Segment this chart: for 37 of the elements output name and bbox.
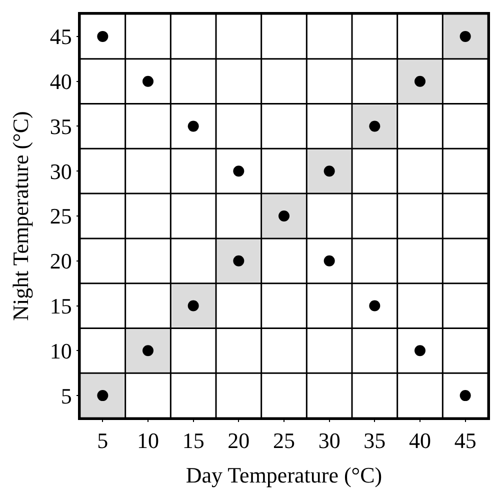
- x-tick-label: 35: [364, 428, 386, 454]
- point: [414, 345, 426, 356]
- x-axis-title: Day Temperature (°C): [186, 462, 382, 488]
- point: [369, 300, 380, 312]
- x-tick-label: 30: [318, 428, 340, 454]
- x-tick-label: 15: [182, 428, 204, 454]
- point: [172, 284, 215, 328]
- y-tick-label: 10: [50, 338, 72, 364]
- y-tick-label: 35: [50, 114, 72, 139]
- point: [233, 166, 244, 177]
- y-tick-label: 5: [60, 383, 72, 408]
- point: [444, 14, 487, 58]
- point: [398, 60, 442, 103]
- y-tick-label: 15: [50, 293, 72, 318]
- point: [217, 239, 260, 282]
- point: [262, 194, 306, 238]
- point: [188, 120, 199, 132]
- point: [353, 104, 396, 148]
- x-tick-label: 45: [454, 428, 476, 454]
- point: [142, 76, 154, 87]
- point: [126, 329, 170, 372]
- point: [324, 255, 335, 266]
- y-tick-label: 20: [50, 248, 72, 274]
- point: [97, 30, 108, 42]
- point: [81, 374, 124, 418]
- y-axis-title: Night Temperature (°C): [8, 111, 34, 321]
- x-tick-label: 20: [228, 428, 250, 454]
- x-tick-label: 40: [409, 428, 431, 454]
- x-tick-label: 25: [273, 428, 295, 454]
- x-tick-label: 10: [137, 428, 159, 454]
- y-tick-label: 40: [50, 69, 72, 94]
- x-tick-label: 5: [97, 428, 108, 454]
- point: [308, 150, 351, 193]
- point: [460, 390, 471, 402]
- y-tick-label: 45: [50, 24, 72, 50]
- y-tick-label: 25: [50, 204, 72, 229]
- y-tick-label: 30: [50, 158, 72, 184]
